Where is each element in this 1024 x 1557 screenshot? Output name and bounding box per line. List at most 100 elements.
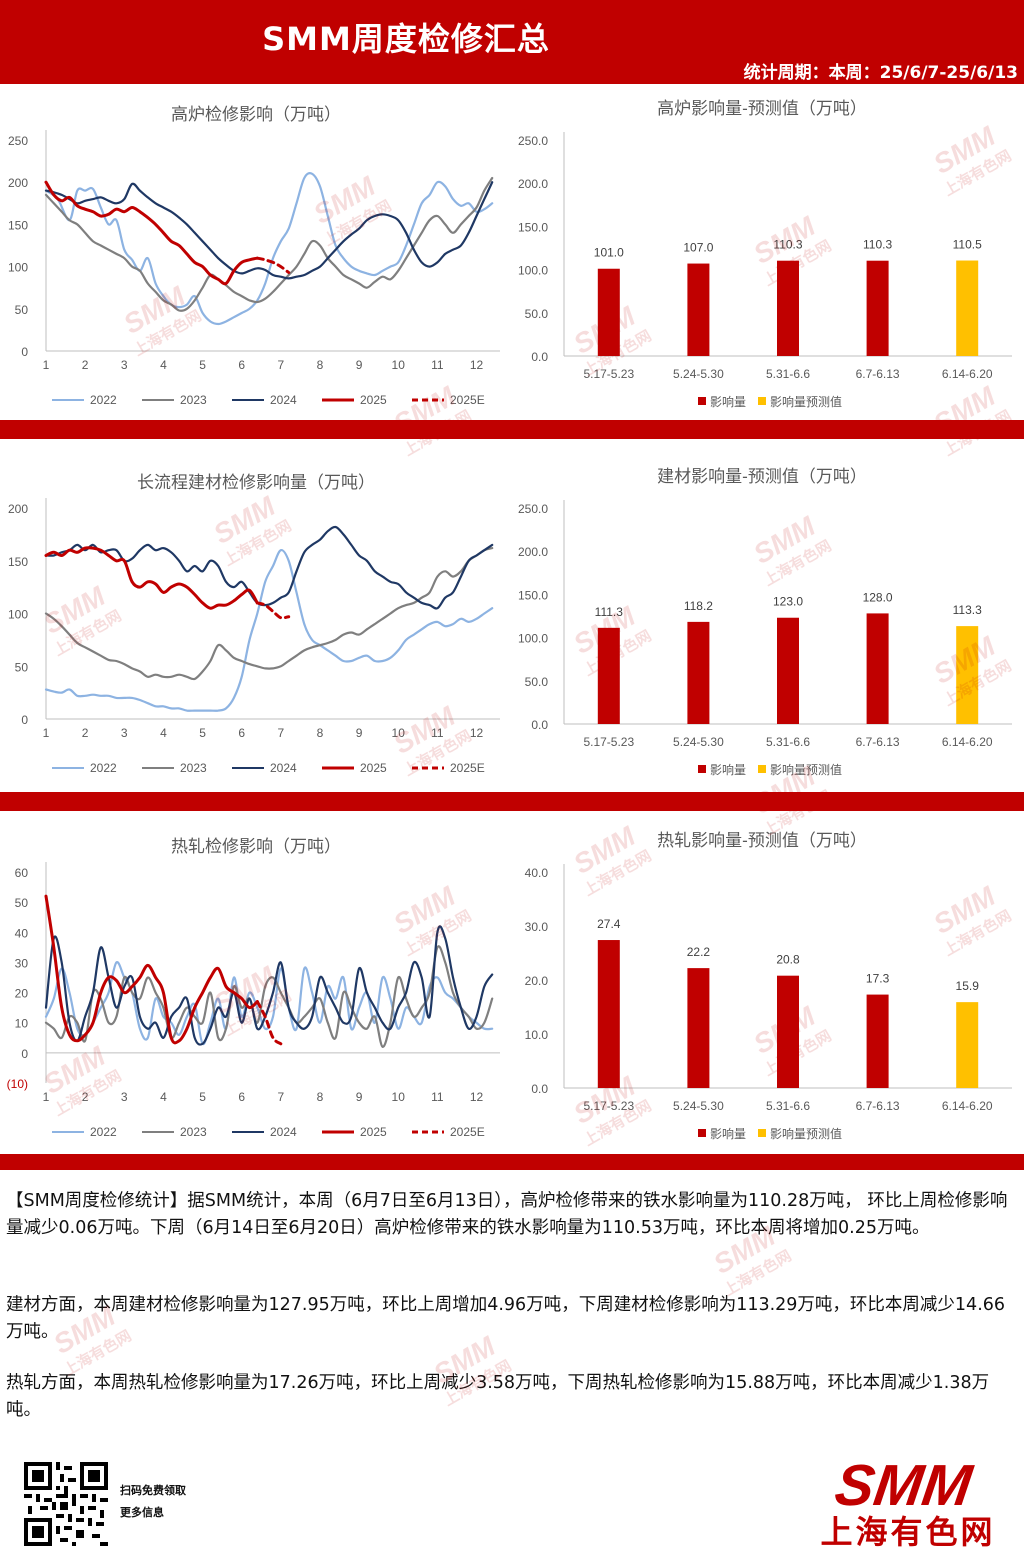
x-tick-label: 9	[356, 726, 363, 740]
y-tick-label: 0.0	[531, 718, 548, 732]
bar-6.14-6.20	[956, 1002, 979, 1088]
chart-title: 热轧检修影响（万吨）	[171, 837, 341, 856]
bar-5.24-5.30	[687, 263, 710, 356]
summary-paragraph-blast-furnace: 【SMM周度检修统计】据SMM统计，本周（6月7日至6月13日），高炉检修带来的…	[6, 1191, 1008, 1238]
x-tick-label: 2	[82, 726, 89, 740]
y-tick-label: 100.0	[518, 632, 548, 646]
legend-label-2025: 2025	[360, 393, 387, 407]
x-tick-label: 12	[470, 358, 484, 372]
x-tick-label: 9	[356, 1090, 363, 1104]
qr-code[interactable]	[24, 1462, 108, 1546]
legend-label-2023: 2023	[180, 761, 207, 775]
y-tick-label: 200.0	[518, 177, 548, 191]
y-tick-label: 0	[21, 713, 28, 727]
smm-logo-text: SMM	[831, 1453, 977, 1518]
x-tick-label: 2	[82, 358, 89, 372]
series-line-2025	[44, 894, 259, 1045]
x-tick-label: 6.7-6.13	[856, 367, 900, 381]
x-tick-label: 4	[160, 1090, 167, 1104]
x-tick-label: 6.7-6.13	[856, 735, 900, 749]
bar-5.31-6.6	[777, 975, 799, 1088]
x-tick-label: 6	[238, 726, 245, 740]
y-tick-label: 50.0	[525, 307, 549, 321]
legend-label-forecast: 影响量预测值	[770, 394, 842, 409]
legend-label-2025: 2025	[360, 761, 387, 775]
legend-swatch-forecast	[758, 397, 766, 405]
y-tick-label: (10)	[7, 1077, 28, 1091]
legend-swatch-actual	[698, 397, 706, 405]
y-tick-label: 200	[8, 176, 28, 190]
x-tick-label: 1	[43, 358, 50, 372]
series-line-2023	[44, 547, 494, 681]
x-tick-label: 8	[317, 1090, 324, 1104]
bar-value-label: 17.3	[866, 972, 890, 986]
smm-logo-cn: 上海有色网	[820, 1513, 995, 1549]
chart-title: 高炉检修影响（万吨）	[171, 105, 341, 124]
x-tick-label: 5.17-5.23	[583, 367, 634, 381]
statistics-period: 统计周期：本周：25/6/7-25/6/13	[743, 63, 1018, 83]
legend-label-2024: 2024	[270, 393, 297, 407]
bar-value-label: 123.0	[773, 595, 803, 609]
chart-title: 长流程建材检修影响量（万吨）	[137, 473, 375, 492]
x-tick-label: 7	[277, 1090, 284, 1104]
x-tick-label: 4	[160, 726, 167, 740]
bar-6.7-6.13	[866, 260, 889, 356]
y-tick-label: 0	[21, 345, 28, 359]
y-tick-label: 30	[15, 956, 29, 970]
y-tick-label: 50	[15, 303, 29, 317]
more-info-text: 更多信息	[120, 1506, 164, 1519]
bar-value-label: 110.3	[863, 238, 892, 252]
x-tick-label: 6.7-6.13	[856, 1099, 900, 1113]
x-tick-label: 2	[82, 1090, 89, 1104]
x-tick-label: 9	[356, 358, 363, 372]
x-tick-label: 5.24-5.30	[673, 735, 724, 749]
bar-value-label: 22.2	[687, 945, 711, 959]
bar-6.7-6.13	[866, 613, 889, 724]
x-tick-label: 3	[121, 1090, 128, 1104]
series-line-2024	[44, 181, 494, 280]
x-tick-label: 4	[160, 358, 167, 372]
bar-5.31-6.6	[777, 260, 799, 356]
x-tick-label: 11	[431, 1090, 444, 1104]
y-tick-label: 10.0	[525, 1028, 549, 1042]
hot-rolled-bar-chart: 热轧影响量-预测值（万吨） 0.0 10.0 20.0 30.0 40.0 27.4 5.17…	[525, 831, 1012, 1141]
section-divider-3	[0, 1154, 1024, 1170]
y-tick-label: 50.0	[525, 675, 549, 689]
x-tick-label: 5.17-5.23	[583, 1099, 634, 1113]
y-tick-label: 0	[21, 1047, 28, 1061]
y-tick-label: 150.0	[518, 588, 548, 602]
legend-label-2023: 2023	[180, 1125, 207, 1139]
x-tick-label: 6.14-6.20	[942, 735, 993, 749]
page-title: SMM周度检修汇总	[262, 20, 550, 58]
bar-value-label: 20.8	[776, 953, 800, 967]
y-tick-label: 150.0	[518, 220, 548, 234]
section-divider-2	[0, 792, 1024, 811]
bar-value-label: 110.3	[773, 238, 802, 252]
legend-swatch-forecast	[758, 765, 766, 773]
x-tick-label: 6	[238, 1090, 245, 1104]
y-tick-label: 100.0	[518, 264, 548, 278]
y-tick-label: 20	[15, 987, 29, 1001]
x-tick-label: 5.24-5.30	[673, 1099, 724, 1113]
y-tick-label: 0.0	[531, 350, 548, 364]
bar-5.31-6.6	[777, 617, 799, 724]
y-tick-label: 60	[15, 866, 29, 880]
summary-paragraph-long-process: 建材方面，本周建材检修影响量为127.95万吨，环比上周增加4.96万吨，下周建…	[6, 1295, 1006, 1342]
series-line-2025E	[255, 601, 291, 620]
x-tick-label: 5	[199, 358, 206, 372]
x-tick-label: 10	[392, 726, 406, 740]
chart-title: 热轧影响量-预测值（万吨）	[657, 831, 867, 850]
bar-6.7-6.13	[866, 994, 889, 1088]
series-line-2024	[44, 525, 494, 610]
x-tick-label: 5.31-6.6	[766, 367, 810, 381]
legend-label-actual: 影响量	[710, 394, 746, 409]
y-tick-label: 250.0	[518, 502, 548, 516]
bar-5.17-5.23	[597, 627, 620, 724]
y-tick-label: 40.0	[525, 866, 549, 880]
scan-text: 扫码免费领取	[120, 1484, 186, 1497]
x-tick-label: 5.24-5.30	[673, 367, 724, 381]
bar-value-label: 111.3	[595, 605, 624, 619]
